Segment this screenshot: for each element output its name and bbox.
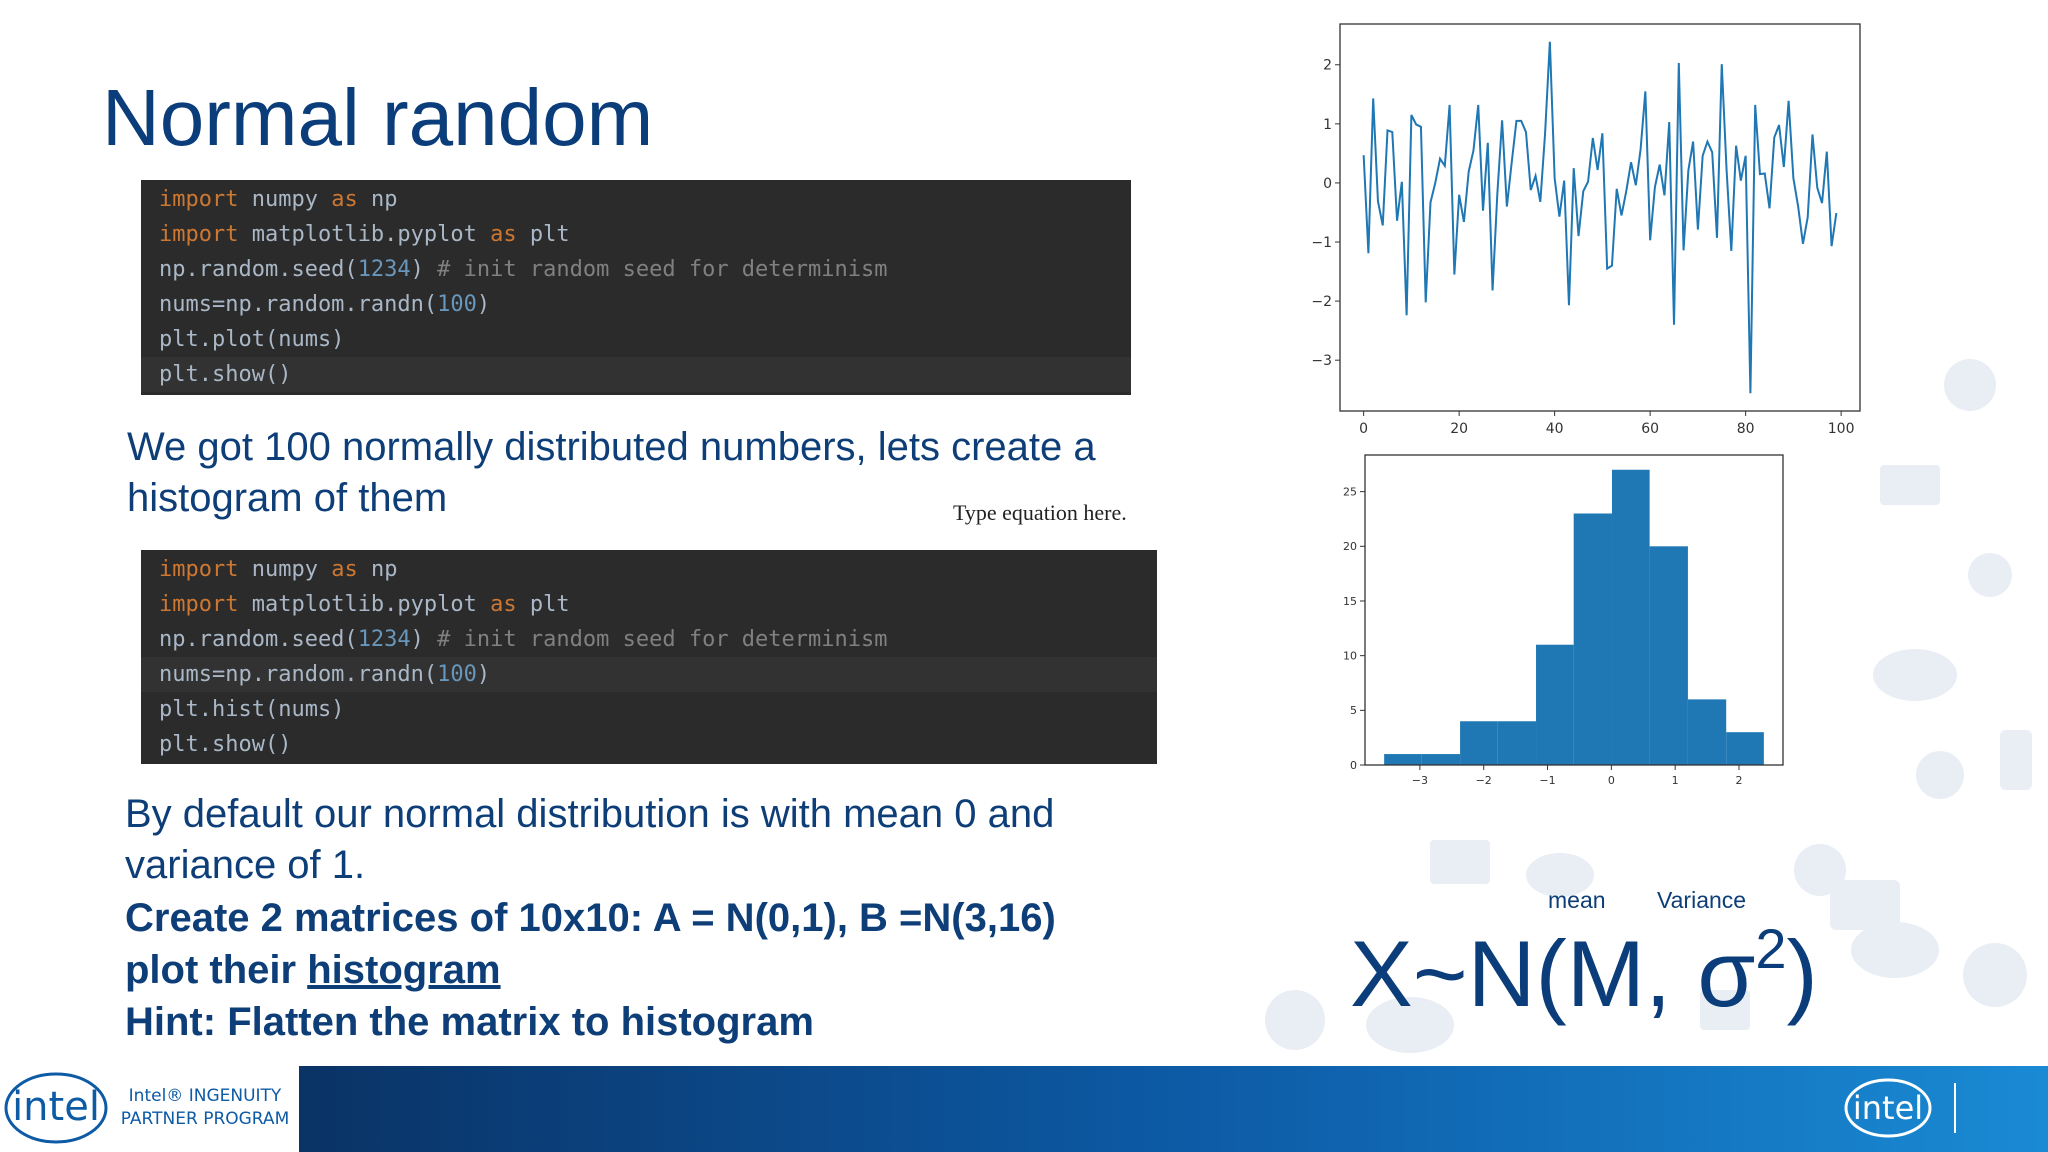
decor-icons bbox=[1265, 359, 2032, 1053]
code-token: as bbox=[490, 592, 517, 617]
code-token: ) bbox=[476, 662, 491, 687]
mean-label: mean bbox=[1548, 887, 1606, 913]
code-token: # init random seed for determinism bbox=[437, 257, 888, 282]
code-line: plt.hist(nums) bbox=[141, 692, 1157, 727]
formula: X~N(M, σ2) bbox=[1350, 916, 1818, 1028]
program-line: PARTNER PROGRAM bbox=[121, 1109, 289, 1129]
variance-label: Variance bbox=[1657, 887, 1747, 913]
footer-band bbox=[299, 1066, 2048, 1152]
code-block: import numpy as np import matplotlib.pypl… bbox=[141, 550, 1157, 764]
task-line: Create 2 matrices of 10x10: A = N(0,1), … bbox=[125, 896, 1056, 940]
code-token: plt.show() bbox=[159, 362, 292, 387]
formula-main: X~N(M, σ bbox=[1350, 921, 1756, 1026]
code-token: import bbox=[159, 222, 239, 247]
code-token: matplotlib.pyplot bbox=[238, 592, 491, 617]
code-line: plt.plot(nums) bbox=[141, 322, 1131, 357]
code-token: plt bbox=[516, 592, 570, 617]
program-line: Intel® INGENUITY bbox=[129, 1086, 282, 1106]
code-line: plt.show() bbox=[141, 727, 1157, 762]
logo-ring bbox=[4, 1072, 108, 1144]
code-block: import numpy as np import matplotlib.pypl… bbox=[141, 180, 1131, 395]
paragraph-line: histogram of them bbox=[127, 476, 448, 520]
paragraph-line: We got 100 normally distributed numbers,… bbox=[127, 425, 1096, 469]
histogram-link[interactable]: histogram bbox=[307, 948, 501, 992]
code-line: np.random.seed(1234) # init random seed … bbox=[141, 252, 1131, 287]
code-token: plt.show() bbox=[159, 732, 292, 757]
code-token: np bbox=[357, 557, 398, 582]
logo-right: intel bbox=[1853, 1089, 1923, 1127]
code-token: nums=np.random.randn( bbox=[159, 292, 438, 317]
code-token: numpy bbox=[238, 187, 332, 212]
code-line: nums=np.random.randn(100) bbox=[141, 657, 1157, 692]
equation-placeholder: Type equation here. bbox=[953, 500, 1127, 525]
code-token: import bbox=[159, 557, 239, 582]
code-token: # init random seed for determinism bbox=[437, 627, 888, 652]
code-line: plt.show() bbox=[141, 357, 1131, 392]
code-line: import numpy as np bbox=[141, 552, 1157, 587]
slide-title: Normal random bbox=[102, 73, 654, 162]
code-token: nums=np.random.randn( bbox=[159, 662, 438, 687]
code-token: 1234 bbox=[357, 627, 411, 652]
code-token: ) bbox=[476, 292, 491, 317]
code-line: np.random.seed(1234) # init random seed … bbox=[141, 622, 1157, 657]
code-token: as bbox=[331, 187, 358, 212]
code-token: 100 bbox=[437, 662, 477, 687]
logo-left: intel bbox=[12, 1084, 100, 1130]
task-line: plot their histogram bbox=[125, 948, 501, 993]
code-token: import bbox=[159, 592, 239, 617]
paragraph-line: By default our normal distribution is wi… bbox=[125, 792, 1055, 836]
formula-exponent: 2 bbox=[1755, 917, 1787, 980]
code-token: as bbox=[490, 222, 517, 247]
code-token: 100 bbox=[437, 292, 477, 317]
task-text: plot their bbox=[125, 948, 308, 992]
code-token: as bbox=[331, 557, 358, 582]
code-line: import matplotlib.pyplot as plt bbox=[141, 587, 1157, 622]
code-line: import matplotlib.pyplot as plt bbox=[141, 217, 1131, 252]
code-token: import bbox=[159, 187, 239, 212]
code-token: 1234 bbox=[357, 257, 411, 282]
code-token: ) bbox=[410, 627, 438, 652]
code-token: np bbox=[357, 187, 398, 212]
paragraph-line: variance of 1. bbox=[125, 843, 366, 887]
code-token: numpy bbox=[238, 557, 332, 582]
code-token: ) bbox=[410, 257, 438, 282]
code-token: plt.hist(nums) bbox=[159, 697, 345, 722]
task-line: Hint: Flatten the matrix to histogram bbox=[125, 1000, 814, 1044]
code-token: matplotlib.pyplot bbox=[238, 222, 491, 247]
formula-close: ) bbox=[1786, 921, 1818, 1026]
code-line: nums=np.random.randn(100) bbox=[141, 287, 1131, 322]
code-token: plt.plot(nums) bbox=[159, 327, 345, 352]
code-line: import numpy as np bbox=[141, 182, 1131, 217]
code-token: np.random.seed( bbox=[159, 257, 358, 282]
code-token: np.random.seed( bbox=[159, 627, 358, 652]
logo-ring bbox=[1844, 1078, 1932, 1138]
code-token: plt bbox=[516, 222, 570, 247]
